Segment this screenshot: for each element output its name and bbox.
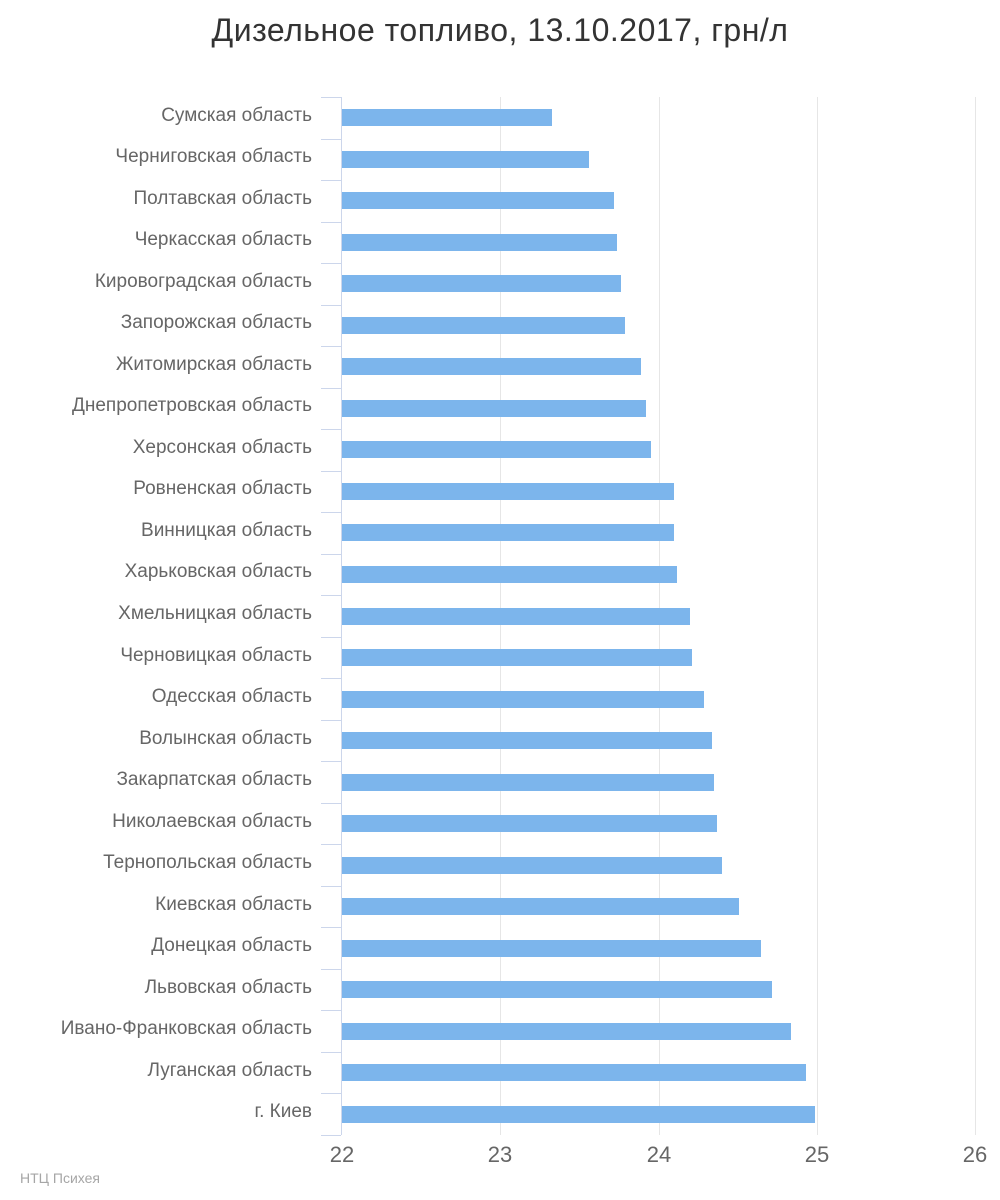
y-axis-tick bbox=[321, 180, 341, 181]
y-axis-tick bbox=[321, 595, 341, 596]
category-label: Киевская область bbox=[155, 894, 312, 915]
bar[interactable] bbox=[342, 857, 722, 874]
bar[interactable] bbox=[342, 151, 589, 168]
bar[interactable] bbox=[342, 234, 617, 251]
bar[interactable] bbox=[342, 275, 621, 292]
category-label: Запорожская область bbox=[120, 312, 312, 333]
bar[interactable] bbox=[342, 192, 614, 209]
category-label: Харьковская область bbox=[124, 561, 312, 582]
bar[interactable] bbox=[342, 109, 552, 126]
category-label: г. Киев bbox=[254, 1101, 312, 1122]
y-axis-tick bbox=[321, 1052, 341, 1053]
category-label: Донецкая область bbox=[151, 935, 312, 956]
category-label: Полтавская область bbox=[133, 188, 312, 209]
y-axis-tick bbox=[321, 720, 341, 721]
category-label: Черновицкая область bbox=[120, 645, 312, 666]
bar[interactable] bbox=[342, 981, 772, 998]
bar[interactable] bbox=[342, 608, 690, 625]
y-axis-tick bbox=[321, 927, 341, 928]
category-label: Николаевская область bbox=[112, 811, 312, 832]
y-axis-tick bbox=[321, 886, 341, 887]
x-axis-tick-label: 26 bbox=[962, 1142, 988, 1167]
y-axis-tick bbox=[321, 139, 341, 140]
category-label: Волынская область bbox=[139, 728, 312, 749]
bar[interactable] bbox=[342, 898, 739, 915]
y-axis-tick bbox=[321, 554, 341, 555]
category-label: Львовская область bbox=[144, 977, 312, 998]
y-axis-tick bbox=[321, 429, 341, 430]
bar[interactable] bbox=[342, 691, 704, 708]
category-label: Житомирская область bbox=[115, 354, 312, 375]
bar[interactable] bbox=[342, 1064, 806, 1081]
bar[interactable] bbox=[342, 400, 646, 417]
x-axis-tick-label: 25 bbox=[804, 1142, 830, 1167]
y-axis-tick bbox=[321, 346, 341, 347]
y-axis-tick bbox=[321, 222, 341, 223]
y-axis-tick bbox=[321, 1093, 341, 1094]
bar[interactable] bbox=[342, 317, 625, 334]
category-label: Черкасская область bbox=[134, 229, 312, 250]
x-gridline bbox=[817, 97, 818, 1135]
y-axis-tick bbox=[321, 803, 341, 804]
y-axis-tick bbox=[321, 637, 341, 638]
y-axis-tick bbox=[321, 471, 341, 472]
x-gridline bbox=[975, 97, 976, 1135]
category-label: Одесская область bbox=[151, 686, 312, 707]
y-axis-tick bbox=[321, 97, 341, 98]
category-label: Закарпатская область bbox=[116, 769, 312, 790]
y-axis-tick bbox=[321, 844, 341, 845]
category-label: Тернопольская область bbox=[103, 852, 312, 873]
bar[interactable] bbox=[342, 566, 677, 583]
category-label: Днепропетровская область bbox=[71, 395, 312, 416]
y-axis-tick bbox=[321, 969, 341, 970]
y-axis-line bbox=[341, 97, 342, 1135]
bar[interactable] bbox=[342, 732, 712, 749]
x-axis-tick-label: 24 bbox=[646, 1142, 672, 1167]
x-axis-tick-label: 23 bbox=[487, 1142, 513, 1167]
y-axis-tick bbox=[321, 1010, 341, 1011]
category-label: Ивано-Франковская область bbox=[60, 1018, 312, 1039]
bar[interactable] bbox=[342, 1106, 815, 1123]
category-label: Сумская область bbox=[161, 105, 312, 126]
y-axis-tick bbox=[321, 512, 341, 513]
bar[interactable] bbox=[342, 815, 717, 832]
bar[interactable] bbox=[342, 940, 761, 957]
category-label: Хмельницкая область bbox=[118, 603, 312, 624]
category-label: Кировоградская область bbox=[94, 271, 312, 292]
bar[interactable] bbox=[342, 441, 651, 458]
y-axis-tick bbox=[321, 761, 341, 762]
y-axis-tick bbox=[321, 305, 341, 306]
credits-link[interactable]: НТЦ Психея bbox=[20, 1170, 101, 1186]
bar[interactable] bbox=[342, 524, 674, 541]
y-axis-tick bbox=[321, 1135, 341, 1136]
y-axis-tick bbox=[321, 388, 341, 389]
category-label: Херсонская область bbox=[132, 437, 312, 458]
bar[interactable] bbox=[342, 358, 641, 375]
bar[interactable] bbox=[342, 649, 692, 666]
y-axis-tick bbox=[321, 263, 341, 264]
y-axis-tick bbox=[321, 678, 341, 679]
category-label: Луганская область bbox=[147, 1060, 312, 1081]
chart-title: Дизельное топливо, 13.10.2017, грн/л bbox=[211, 12, 789, 48]
category-label: Винницкая область bbox=[141, 520, 312, 541]
bar[interactable] bbox=[342, 774, 714, 791]
bar[interactable] bbox=[342, 1023, 791, 1040]
category-label: Ровненская область bbox=[133, 478, 312, 499]
x-axis-tick-label: 22 bbox=[329, 1142, 355, 1167]
category-label: Черниговская область bbox=[115, 146, 312, 167]
bar[interactable] bbox=[342, 483, 674, 500]
